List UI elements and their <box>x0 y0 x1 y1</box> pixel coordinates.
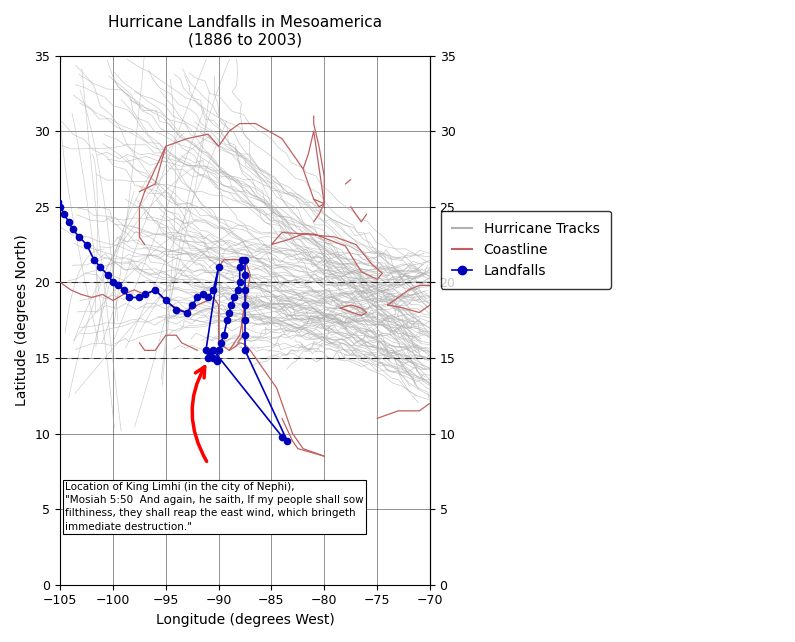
Text: Location of King Limhi (in the city of Nephi),
"Mosiah 5:50  And again, he saith: Location of King Limhi (in the city of N… <box>65 482 364 532</box>
Title: Hurricane Landfalls in Mesoamerica
(1886 to 2003): Hurricane Landfalls in Mesoamerica (1886… <box>108 15 382 48</box>
Y-axis label: Latitude (degrees North): Latitude (degrees North) <box>15 234 29 406</box>
X-axis label: Longitude (degrees West): Longitude (degrees West) <box>156 613 335 627</box>
Legend: Hurricane Tracks, Coastline, Landfalls: Hurricane Tracks, Coastline, Landfalls <box>440 211 611 289</box>
